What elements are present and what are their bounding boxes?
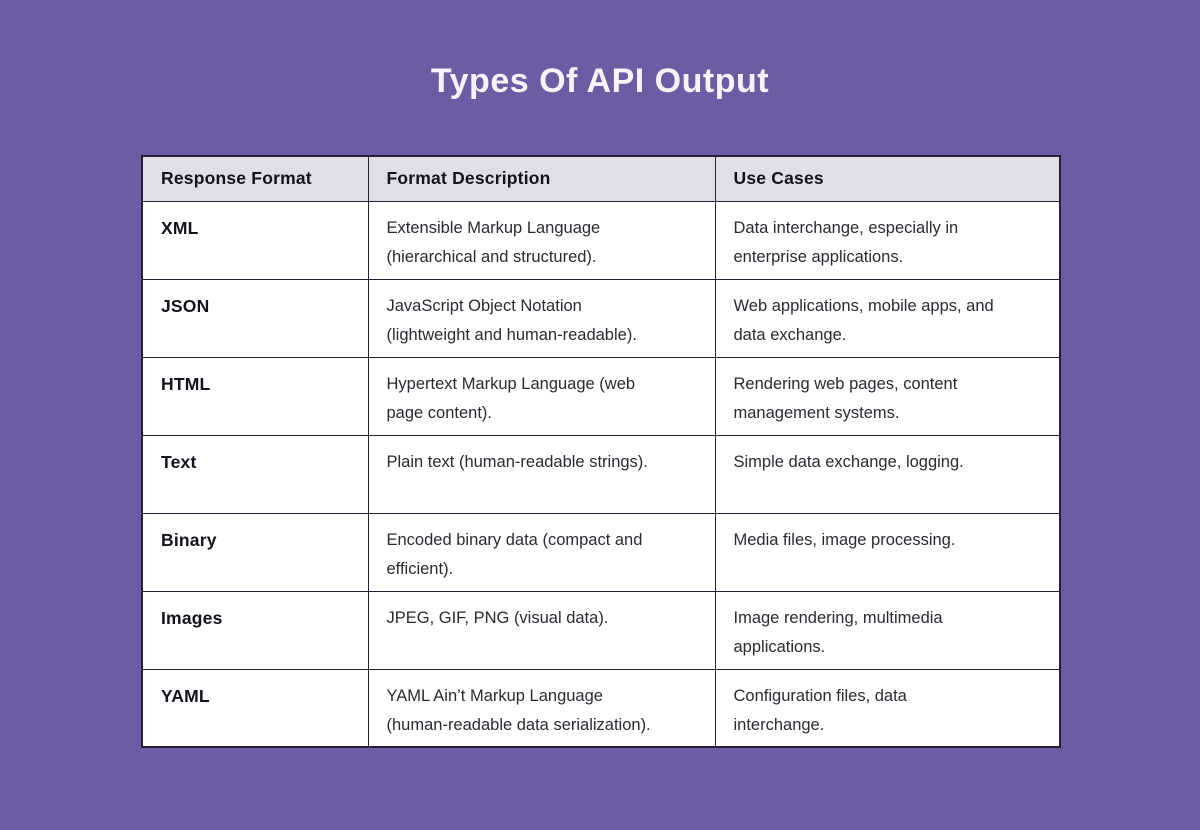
table-row-json: JSON JavaScript Object Notation (lightwe… — [141, 278, 1061, 358]
table-row-xml: XML Extensible Markup Language (hierarch… — [141, 200, 1061, 280]
cell-format: XML — [141, 200, 369, 280]
cell-use-cases: Configuration files, data interchange. — [714, 668, 1061, 748]
header-response-format: Response Format — [141, 155, 369, 202]
api-output-table: Response Format Format Description Use C… — [141, 155, 1061, 748]
cell-format: Binary — [141, 512, 369, 592]
cell-format: YAML — [141, 668, 369, 748]
header-row: Response Format Format Description Use C… — [141, 155, 1061, 202]
cell-use-cases: Data interchange, especially in enterpri… — [714, 200, 1061, 280]
cell-description: YAML Ain’t Markup Language (human-readab… — [367, 668, 716, 748]
header-use-cases: Use Cases — [714, 155, 1061, 202]
table-body: XML Extensible Markup Language (hierarch… — [141, 200, 1061, 748]
table-row-yaml: YAML YAML Ain’t Markup Language (human-r… — [141, 668, 1061, 748]
cell-description: Extensible Markup Language (hierarchical… — [367, 200, 716, 280]
table-row-text: Text Plain text (human-readable strings)… — [141, 434, 1061, 514]
header-format-description: Format Description — [367, 155, 716, 202]
cell-use-cases: Web applications, mobile apps, and data … — [714, 278, 1061, 358]
cell-format: HTML — [141, 356, 369, 436]
cell-format: Images — [141, 590, 369, 670]
cell-use-cases: Rendering web pages, content management … — [714, 356, 1061, 436]
table-row-images: Images JPEG, GIF, PNG (visual data). Ima… — [141, 590, 1061, 670]
cell-use-cases: Simple data exchange, logging. — [714, 434, 1061, 514]
cell-description: JavaScript Object Notation (lightweight … — [367, 278, 716, 358]
table-header: Response Format Format Description Use C… — [141, 155, 1061, 202]
cell-description: JPEG, GIF, PNG (visual data). — [367, 590, 716, 670]
cell-description: Encoded binary data (compact and efficie… — [367, 512, 716, 592]
page-title: Types Of API Output — [430, 62, 770, 100]
cell-format: JSON — [141, 278, 369, 358]
cell-use-cases: Media files, image processing. — [714, 512, 1061, 592]
cell-use-cases: Image rendering, multimedia applications… — [714, 590, 1061, 670]
table-row-html: HTML Hypertext Markup Language (web page… — [141, 356, 1061, 436]
cell-format: Text — [141, 434, 369, 514]
cell-description: Plain text (human-readable strings). — [367, 434, 716, 514]
table-row-binary: Binary Encoded binary data (compact and … — [141, 512, 1061, 592]
cell-description: Hypertext Markup Language (web page cont… — [367, 356, 716, 436]
